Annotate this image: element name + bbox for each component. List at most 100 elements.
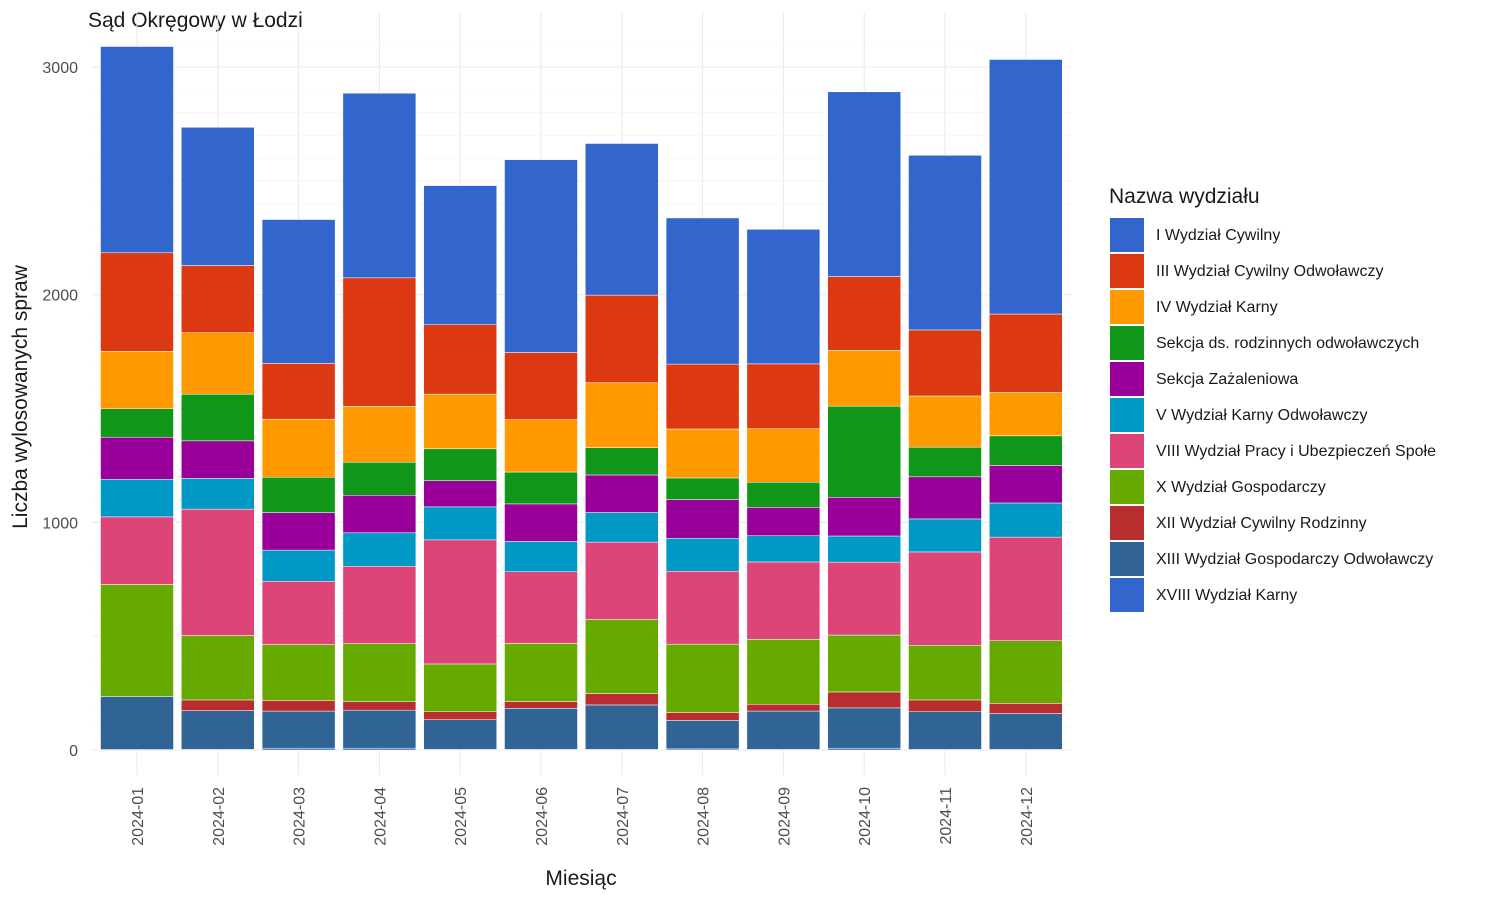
- x-tick-label: 2024-12: [1019, 787, 1036, 846]
- bar-segment: [423, 711, 497, 720]
- bar-segment: [746, 229, 821, 365]
- bar-segment: [585, 294, 659, 384]
- bar-segment: [989, 502, 1063, 538]
- bar-segment: [665, 363, 740, 430]
- bar-segment: [504, 419, 578, 473]
- x-tick-label: 2024-06: [534, 787, 551, 846]
- bar-stack-2024-02: [181, 127, 255, 751]
- bar-segment: [585, 143, 659, 296]
- legend: Nazwa wydziału I Wydział Cywilny III Wydz…: [1109, 185, 1436, 612]
- y-axis-ticks: 0 1000 2000 3000: [42, 60, 78, 760]
- bar-segment: [342, 643, 417, 702]
- bar-segment: [181, 332, 255, 395]
- legend-item: XII Wydział Cywilny Rodzinny: [1110, 506, 1367, 540]
- bar-stack-2024-06: [504, 159, 578, 751]
- legend-item: XVIII Wydział Karny: [1110, 578, 1297, 612]
- bar-segment: [989, 536, 1063, 641]
- x-tick-label: 2024-03: [292, 787, 309, 846]
- legend-swatch: [1110, 506, 1144, 540]
- bar-segment: [989, 392, 1063, 437]
- legend-label: V Wydział Karny Odwoławczy: [1156, 407, 1367, 424]
- legend-label: III Wydział Cywilny Odwoławczy: [1156, 263, 1383, 280]
- x-tick-label: 2024-02: [211, 787, 228, 846]
- bar-stack-2024-04: [342, 92, 417, 751]
- bar-segment: [908, 329, 982, 397]
- bar-segment: [908, 395, 982, 448]
- legend-item: Sekcja Zażaleniowa: [1110, 362, 1298, 396]
- bar-segment: [908, 551, 982, 646]
- bar-segment: [827, 561, 901, 636]
- bar-segment: [100, 408, 174, 438]
- legend-swatch: [1110, 326, 1144, 360]
- bar-segment: [181, 635, 255, 701]
- bar-segment: [504, 571, 578, 644]
- bar-segment: [585, 619, 659, 694]
- bar-segment: [908, 518, 982, 553]
- legend-item: VIII Wydział Pracy i Ubezpieczeń Społe: [1110, 434, 1436, 468]
- bar-segment: [504, 159, 578, 353]
- bar-segment: [665, 720, 740, 750]
- bar-segment: [342, 532, 417, 567]
- bar-segment: [423, 448, 497, 481]
- bar-segment: [585, 704, 659, 750]
- legend-item: I Wydział Cywilny: [1110, 218, 1280, 252]
- bar-segment: [181, 478, 255, 510]
- x-tick-label: 2024-11: [938, 787, 955, 845]
- bar-segment: [746, 639, 821, 705]
- legend-swatch: [1110, 470, 1144, 504]
- bar-segment: [261, 700, 336, 712]
- legend-swatch: [1110, 362, 1144, 396]
- bar-segment: [423, 393, 497, 450]
- x-axis-ticks: 2024-01 2024-02 2024-03 2024-04 2024-05 2024-…: [130, 787, 1036, 846]
- bar-segment: [261, 644, 336, 701]
- bar-segment: [827, 91, 901, 277]
- bar-segment: [827, 707, 901, 749]
- bar-segment: [342, 709, 417, 749]
- bar-segment: [746, 703, 821, 712]
- bar-segment: [261, 747, 336, 751]
- legend-item: III Wydział Cywilny Odwoławczy: [1110, 254, 1383, 288]
- legend-label: X Wydział Gospodarczy: [1156, 479, 1326, 496]
- bar-segment: [989, 435, 1063, 466]
- legend-swatch: [1110, 578, 1144, 612]
- legend-label: Sekcja ds. rodzinnych odwoławczych: [1156, 335, 1419, 352]
- bar-segment: [908, 711, 982, 750]
- bar-segment: [746, 561, 821, 640]
- bar-segment: [746, 428, 821, 483]
- bar-stack-2024-11: [908, 155, 982, 751]
- legend-swatch: [1110, 398, 1144, 432]
- bar-segment: [908, 645, 982, 701]
- bar-segment: [665, 538, 740, 572]
- legend-label: XII Wydział Cywilny Rodzinny: [1156, 515, 1367, 532]
- bar-segment: [665, 428, 740, 479]
- legend-item: Sekcja ds. rodzinnych odwoławczych: [1110, 326, 1419, 360]
- legend-title: Nazwa wydziału: [1109, 185, 1260, 208]
- bar-segment: [423, 480, 497, 508]
- bar-segment: [827, 535, 901, 563]
- bar-segment: [908, 699, 982, 713]
- bar-segment: [100, 351, 174, 409]
- bar-segment: [827, 691, 901, 709]
- legend-swatch: [1110, 434, 1144, 468]
- bar-segment: [100, 516, 174, 585]
- legend-swatch: [1110, 542, 1144, 576]
- bar-segment: [908, 476, 982, 520]
- bar-segment: [989, 59, 1063, 315]
- x-axis-title: Miesiąc: [545, 867, 616, 890]
- bar-segment: [827, 497, 901, 537]
- bar-segment: [181, 699, 255, 711]
- bar-stack-2024-01: [100, 46, 174, 751]
- bar-segment: [746, 535, 821, 563]
- legend-item: V Wydział Karny Odwoławczy: [1110, 398, 1367, 432]
- bar-segment: [423, 719, 497, 750]
- bar-segment: [585, 447, 659, 476]
- x-tick-label: 2024-07: [615, 787, 632, 846]
- bar-segment: [504, 471, 578, 505]
- legend-label: IV Wydział Karny: [1156, 299, 1278, 316]
- bar-segment: [342, 566, 417, 644]
- bar-segment: [423, 539, 497, 665]
- bar-segment: [423, 506, 497, 541]
- bar-segment: [504, 643, 578, 702]
- bar-segment: [261, 418, 336, 478]
